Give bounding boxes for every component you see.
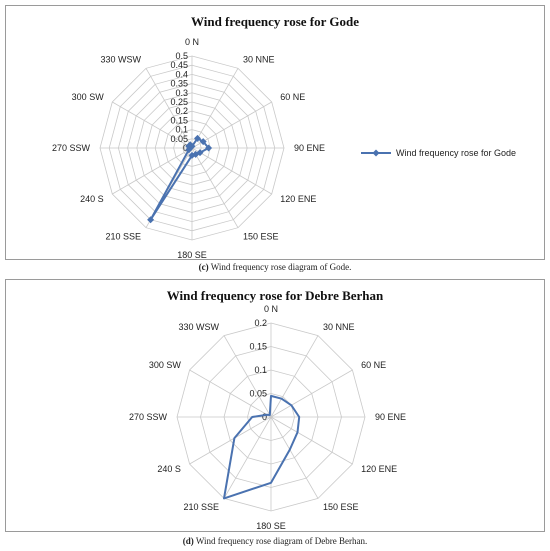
category-label: 30 NNE <box>243 55 275 65</box>
category-label: 60 NE <box>361 360 386 370</box>
grid-spoke <box>189 369 272 418</box>
radial-tick-label: 0.2 <box>175 106 188 116</box>
data-point-marker <box>147 216 155 224</box>
chart-panel-gode: Wind frequency rose for Gode 0 0.05 0.1 0.15… <box>5 5 545 260</box>
category-label: 150 ESE <box>243 231 279 241</box>
radial-tick-label: 0.1 <box>254 365 267 375</box>
chart-panel-debre-berhan: Wind frequency rose for Debre Berhan 0 0.0… <box>5 279 545 532</box>
grid-spoke <box>270 369 353 418</box>
radial-tick-label: 0.05 <box>170 134 188 144</box>
radial-tick-label: 0 <box>183 143 188 153</box>
data-point-marker <box>199 138 207 146</box>
chart-gode: Wind frequency rose for Gode 00.050.10.15… <box>52 14 516 259</box>
series-line <box>223 394 301 500</box>
grid-spoke <box>270 416 353 465</box>
category-label: 270 SSW <box>52 143 91 153</box>
grid-spoke <box>191 68 239 149</box>
grid-spoke <box>223 416 272 499</box>
category-label: 180 SE <box>177 250 207 259</box>
caption-tag: (d) <box>182 536 194 546</box>
grid-spoke <box>189 416 272 465</box>
radial-tick-label: 0.5 <box>175 51 188 61</box>
category-label: 60 NE <box>280 92 305 102</box>
category-label: 120 ENE <box>361 464 397 474</box>
caption-debre-berhan: (d) Wind frequency rose diagram of Debre… <box>0 536 550 546</box>
grid-spoke <box>270 335 319 418</box>
data-point-marker <box>186 141 194 149</box>
chart-title: Wind frequency rose for Debre Berhan <box>167 288 384 303</box>
category-label: 150 ESE <box>323 502 359 512</box>
grid-spoke <box>145 68 193 149</box>
legend-label: Wind frequency rose for Gode <box>396 148 516 158</box>
category-label: 300 SW <box>72 92 105 102</box>
grid-spoke <box>191 147 239 228</box>
category-label: 210 SSE <box>183 502 219 512</box>
category-label: 330 WSW <box>178 322 219 332</box>
category-label: 0 N <box>185 37 199 47</box>
data-point-marker <box>205 144 213 152</box>
chart-title: Wind frequency rose for Gode <box>191 14 359 29</box>
grid-spoke <box>270 416 319 499</box>
category-label: 30 NNE <box>323 322 355 332</box>
legend-marker <box>372 149 380 157</box>
chart-debre-berhan: Wind frequency rose for Debre Berhan 0 0.0… <box>129 288 406 531</box>
radial-tick-label: 0.25 <box>170 97 188 107</box>
category-label: 90 ENE <box>375 412 406 422</box>
category-label: 330 WSW <box>100 55 141 65</box>
grid-spoke <box>112 147 193 195</box>
category-label: 270 SSW <box>129 412 168 422</box>
category-label: 0 N <box>264 304 278 314</box>
category-label: 240 S <box>80 194 104 204</box>
category-label: 180 SE <box>256 521 286 531</box>
grid-spoke <box>112 101 193 149</box>
caption-gode: (c) Wind frequency rose diagram of Gode. <box>0 262 550 272</box>
radial-tick-label: 0 <box>262 412 267 422</box>
data-point-marker <box>194 134 201 142</box>
data-point-marker <box>188 151 196 159</box>
radial-tick-label: 0.45 <box>170 60 188 70</box>
category-label: 120 ENE <box>280 194 316 204</box>
radial-tick-label: 0.1 <box>175 125 188 135</box>
radial-tick-label: 0.4 <box>175 69 188 79</box>
caption-tag: (c) <box>198 262 209 272</box>
caption-text: Wind frequency rose diagram of Gode. <box>210 262 352 272</box>
radial-tick-label: 0.3 <box>175 88 188 98</box>
category-label: 300 SW <box>149 360 182 370</box>
category-label: 210 SSE <box>105 231 141 241</box>
radial-tick-label: 0.35 <box>170 79 188 89</box>
grid-spoke <box>191 147 272 195</box>
category-label: 240 S <box>157 464 181 474</box>
grid-spoke <box>223 335 272 418</box>
category-label: 90 ENE <box>294 143 325 153</box>
radial-tick-label: 0.2 <box>254 318 267 328</box>
radial-tick-label: 0.15 <box>170 115 188 125</box>
caption-text: Wind frequency rose diagram of Debre Ber… <box>195 536 368 546</box>
radial-tick-label: 0.05 <box>249 389 267 399</box>
radial-tick-label: 0.15 <box>249 342 267 352</box>
